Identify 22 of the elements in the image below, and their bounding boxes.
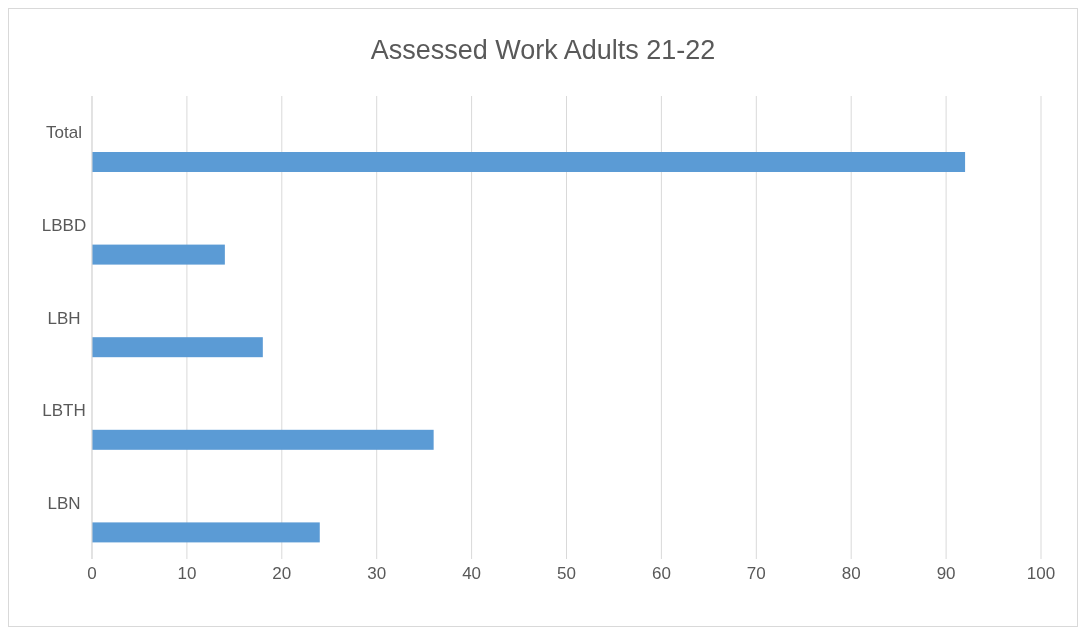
y-tick-label: Total (46, 123, 82, 143)
x-tick-label: 50 (557, 564, 576, 584)
x-tick-label: 90 (936, 564, 956, 584)
y-tick-label: LBTH (42, 401, 86, 421)
bar (92, 429, 434, 450)
y-tick-label: LBH (47, 308, 81, 328)
x-tick-label: 60 (651, 564, 671, 584)
chart-title: Assessed Work Adults 21-22 (369, 34, 717, 67)
bar (92, 522, 320, 543)
bar (92, 152, 966, 172)
bar (92, 244, 225, 265)
x-tick-label: 80 (841, 564, 861, 584)
x-tick-label: 0 (87, 564, 97, 584)
y-tick-label: LBN (47, 493, 81, 513)
x-tick-label: 30 (367, 564, 387, 584)
y-tick-label: LBBD (41, 215, 87, 235)
x-tick-label: 10 (177, 564, 197, 584)
x-tick-label: 70 (746, 564, 766, 584)
x-tick-label: 100 (1026, 564, 1056, 584)
bar (92, 337, 263, 358)
x-tick-label: 40 (462, 564, 482, 584)
x-tick-label: 20 (272, 564, 292, 584)
